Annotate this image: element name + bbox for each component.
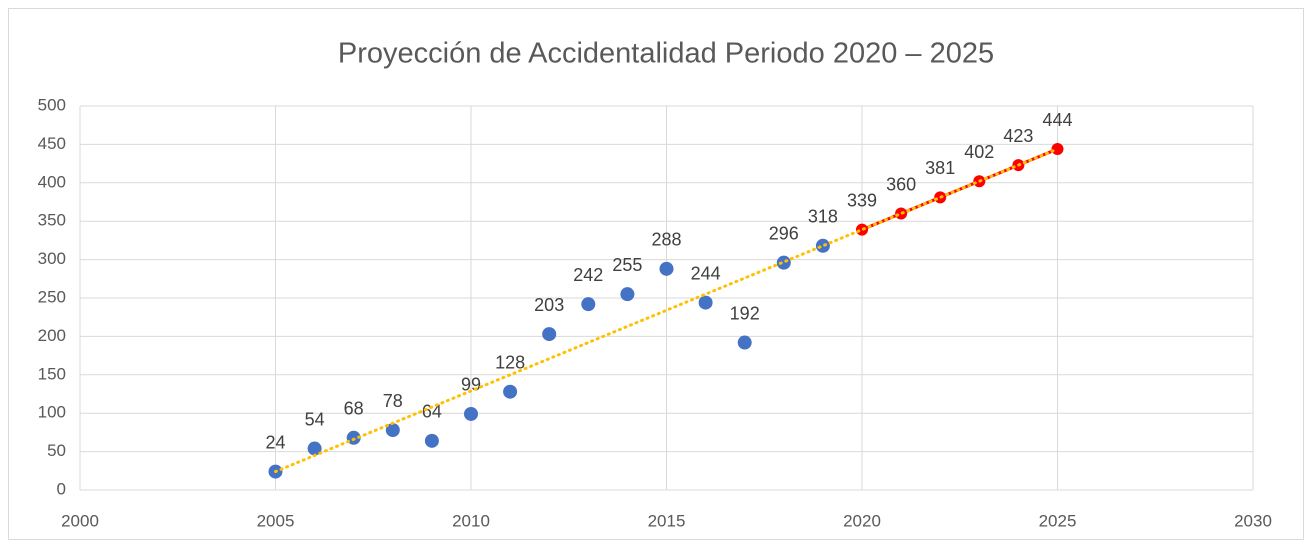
y-tick-label: 500 — [38, 95, 66, 114]
data-point — [659, 261, 674, 276]
data-label: 68 — [344, 399, 364, 419]
x-tick-label: 2005 — [257, 511, 295, 530]
x-tick-label: 2000 — [61, 511, 99, 530]
data-point — [856, 223, 868, 236]
data-label: 242 — [573, 265, 603, 285]
data-label: 423 — [1003, 126, 1033, 146]
data-point — [385, 423, 400, 438]
y-tick-label: 450 — [38, 134, 66, 153]
data-point — [815, 238, 830, 253]
data-label: 192 — [730, 303, 760, 323]
data-point — [542, 327, 557, 342]
data-point — [503, 384, 518, 399]
x-tick-label: 2030 — [1234, 511, 1272, 530]
data-point — [464, 406, 478, 421]
y-tick-label: 300 — [38, 249, 66, 268]
data-label: 381 — [925, 158, 955, 178]
data-label: 288 — [651, 230, 681, 250]
y-tick-label: 100 — [38, 403, 66, 422]
y-tick-label: 400 — [38, 172, 66, 191]
y-tick-label: 250 — [38, 287, 66, 306]
data-label: 444 — [1042, 110, 1072, 130]
data-label: 64 — [422, 402, 442, 422]
data-label: 203 — [534, 295, 564, 315]
x-tick-label: 2025 — [1039, 511, 1077, 530]
data-label: 255 — [612, 255, 642, 275]
y-tick-label: 0 — [57, 479, 66, 498]
data-label: 78 — [383, 391, 403, 411]
data-label: 54 — [305, 409, 325, 429]
data-label: 318 — [808, 207, 838, 227]
data-label: 128 — [495, 352, 525, 372]
chart-title: Proyección de Accidentalidad Periodo 202… — [338, 38, 994, 70]
data-point — [1051, 143, 1064, 156]
data-point — [424, 433, 439, 448]
data-label: 244 — [691, 263, 721, 283]
data-point — [776, 255, 791, 270]
data-point — [620, 287, 635, 302]
data-label: 24 — [265, 432, 285, 452]
data-label: 339 — [847, 190, 877, 210]
y-tick-label: 350 — [38, 211, 66, 230]
data-point — [737, 335, 752, 350]
data-point — [698, 295, 713, 310]
data-label: 360 — [886, 174, 916, 194]
chart-border — [8, 8, 1304, 540]
x-tick-label: 2010 — [452, 511, 490, 530]
y-tick-label: 50 — [47, 441, 66, 460]
y-tick-label: 200 — [38, 326, 66, 345]
y-tick-label: 150 — [38, 364, 66, 383]
x-tick-label: 2015 — [648, 511, 686, 530]
data-point — [581, 297, 596, 312]
x-tick-label: 2020 — [843, 511, 881, 530]
data-point — [307, 441, 322, 456]
data-label: 402 — [964, 142, 994, 162]
data-label: 296 — [769, 223, 799, 243]
